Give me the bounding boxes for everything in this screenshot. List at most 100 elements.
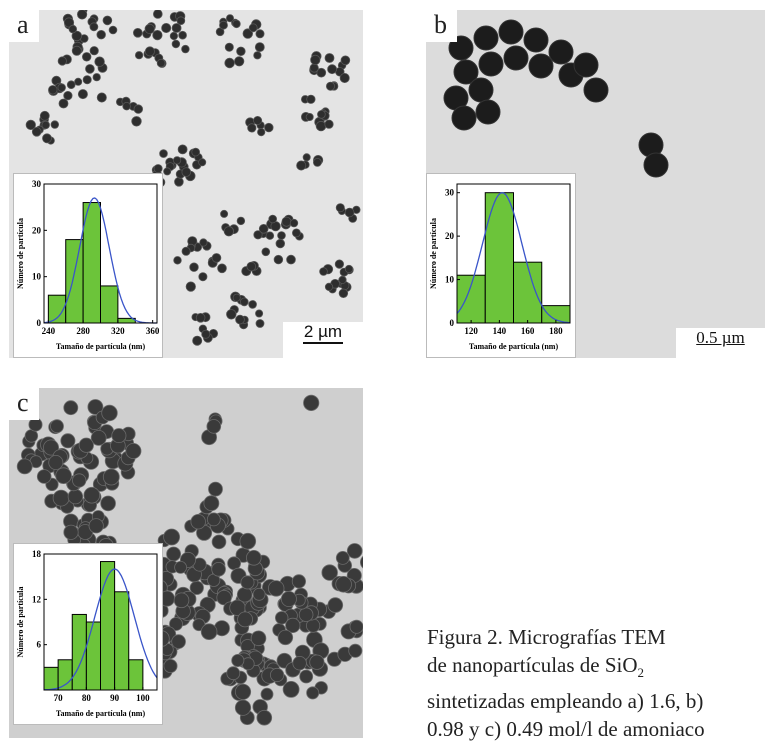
particle bbox=[133, 27, 143, 38]
y-tick-label: 30 bbox=[445, 188, 455, 198]
particle bbox=[203, 495, 220, 512]
particle bbox=[144, 23, 155, 34]
particle bbox=[360, 555, 363, 569]
particle bbox=[173, 156, 182, 165]
particle bbox=[225, 14, 234, 23]
particle bbox=[68, 24, 77, 34]
caption-line: Figura 2. Micrografías TEM bbox=[427, 625, 666, 649]
particle bbox=[135, 51, 144, 60]
particle bbox=[206, 419, 222, 434]
particle bbox=[316, 67, 327, 78]
particle bbox=[303, 394, 320, 411]
particle bbox=[340, 55, 351, 66]
particle bbox=[338, 288, 349, 299]
y-tick-label: 12 bbox=[32, 594, 42, 604]
gaussian-fit-curve bbox=[43, 568, 158, 691]
particle bbox=[108, 25, 118, 35]
micrograph-image bbox=[25, 10, 361, 346]
micrograph-image bbox=[443, 19, 669, 178]
particle bbox=[208, 481, 223, 497]
particle bbox=[305, 113, 314, 122]
particle bbox=[256, 709, 273, 726]
particle bbox=[324, 53, 335, 63]
particle bbox=[306, 94, 316, 104]
plot-frame bbox=[43, 553, 158, 691]
particle bbox=[77, 89, 88, 100]
caption-line: de nanopartículas de SiO2 bbox=[427, 651, 766, 687]
scale-bar-label: 2 µm bbox=[303, 322, 343, 341]
particle bbox=[206, 512, 221, 527]
particle bbox=[299, 669, 314, 684]
particle bbox=[161, 22, 172, 33]
particle bbox=[478, 51, 504, 77]
particle bbox=[348, 643, 363, 658]
particle bbox=[234, 699, 252, 716]
particle bbox=[248, 23, 258, 33]
particle bbox=[198, 158, 207, 167]
particle bbox=[473, 25, 499, 51]
particle bbox=[16, 458, 33, 475]
particle bbox=[169, 617, 183, 631]
particle bbox=[102, 15, 113, 26]
particle bbox=[122, 101, 131, 111]
histogram-bar bbox=[128, 659, 144, 691]
particle bbox=[298, 607, 314, 623]
particle bbox=[503, 45, 529, 71]
particle bbox=[200, 623, 218, 641]
particle bbox=[195, 312, 206, 323]
particle bbox=[211, 562, 226, 577]
particle bbox=[90, 430, 107, 446]
particle bbox=[338, 275, 347, 284]
caption-line: 0.98 y c) 0.49 mol/l de amoniaco bbox=[427, 717, 705, 742]
particle bbox=[315, 120, 327, 132]
particle bbox=[327, 64, 338, 75]
scale-bar-label: 0.5 µm bbox=[696, 328, 745, 347]
particle bbox=[83, 486, 101, 504]
y-tick-label: 10 bbox=[32, 272, 42, 282]
particle bbox=[55, 467, 72, 484]
particle bbox=[285, 617, 301, 633]
particle bbox=[306, 686, 320, 700]
x-axis-label: Tamaño de partícula (nm) bbox=[56, 709, 146, 718]
particle bbox=[247, 123, 257, 133]
y-tick-label: 10 bbox=[445, 275, 455, 285]
particle bbox=[234, 683, 252, 700]
particle bbox=[63, 17, 75, 28]
particle bbox=[71, 30, 83, 42]
particle bbox=[176, 16, 186, 25]
particle bbox=[226, 666, 241, 681]
particle bbox=[327, 597, 344, 613]
particle bbox=[254, 42, 265, 52]
particle bbox=[448, 35, 474, 61]
particle bbox=[268, 580, 285, 597]
particle bbox=[85, 64, 95, 74]
particle bbox=[236, 216, 246, 226]
y-tick-label: 20 bbox=[32, 225, 42, 235]
particle bbox=[191, 147, 201, 157]
particle bbox=[77, 10, 88, 20]
particle bbox=[174, 177, 184, 187]
particle bbox=[217, 263, 227, 274]
particle bbox=[282, 680, 300, 698]
particle bbox=[275, 238, 286, 249]
particle bbox=[224, 42, 234, 52]
particle bbox=[36, 469, 52, 484]
particle bbox=[289, 218, 299, 228]
particle bbox=[63, 400, 79, 416]
x-tick-label: 360 bbox=[146, 326, 160, 336]
particle bbox=[269, 667, 285, 683]
particle bbox=[87, 399, 104, 415]
particle bbox=[264, 122, 274, 133]
y-tick-label: 0 bbox=[450, 318, 455, 328]
particle bbox=[74, 77, 83, 86]
caption-line: sintetizadas empleando a) 1.6, b) bbox=[427, 689, 704, 714]
particle bbox=[152, 30, 163, 41]
particle bbox=[451, 105, 477, 131]
particle bbox=[163, 528, 181, 546]
particle bbox=[265, 231, 275, 240]
particle bbox=[102, 468, 120, 486]
particle bbox=[125, 443, 142, 460]
particle bbox=[528, 53, 554, 79]
particle bbox=[52, 489, 70, 507]
particle bbox=[201, 329, 211, 339]
